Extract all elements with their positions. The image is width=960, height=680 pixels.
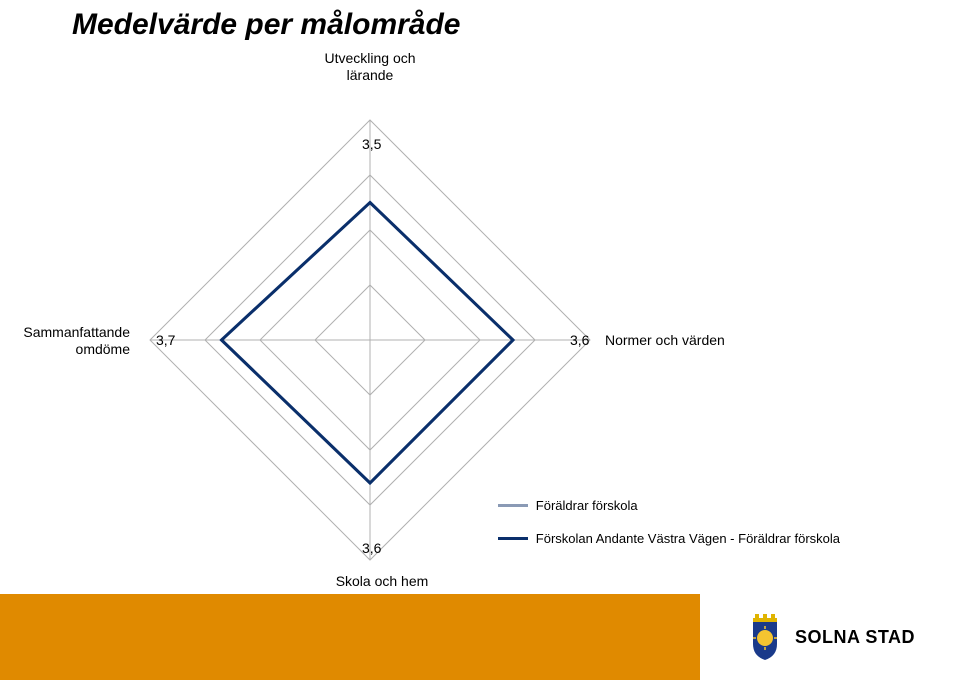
legend: Föräldrar förskola Förskolan Andante Väs… xyxy=(498,498,840,564)
legend-item-1: Föräldrar förskola xyxy=(498,498,840,513)
brand-text: SOLNA STAD xyxy=(795,627,915,648)
solna-crest-icon xyxy=(745,612,785,662)
value-right: 3,6 xyxy=(570,332,589,348)
legend-label-1: Föräldrar förskola xyxy=(536,498,638,513)
axis-label-bottom: Skola och hem xyxy=(322,573,442,590)
page-title: Medelvärde per målområde xyxy=(72,8,461,42)
axis-label-top: Utveckling och lärande xyxy=(310,50,430,84)
footer-brand: SOLNA STAD xyxy=(700,594,960,680)
page: Medelvärde per målområde Utveckling och … xyxy=(0,0,960,680)
legend-item-2: Förskolan Andante Västra Vägen - Föräldr… xyxy=(498,531,840,546)
legend-label-2: Förskolan Andante Västra Vägen - Föräldr… xyxy=(536,531,840,546)
legend-swatch-1 xyxy=(498,504,528,507)
value-bottom: 3,6 xyxy=(362,540,381,556)
legend-swatch-2 xyxy=(498,537,528,540)
value-left: 3,7 xyxy=(156,332,175,348)
value-top: 3,5 xyxy=(362,136,381,152)
axis-label-right: Normer och värden xyxy=(605,332,805,349)
axis-label-left: Sammanfattande omdöme xyxy=(10,324,130,358)
axis-label-left-text: Sammanfattande omdöme xyxy=(23,324,130,357)
axis-label-top-text: Utveckling och lärande xyxy=(324,50,415,83)
radar-chart: Utveckling och lärande Normer och värden… xyxy=(0,40,960,560)
